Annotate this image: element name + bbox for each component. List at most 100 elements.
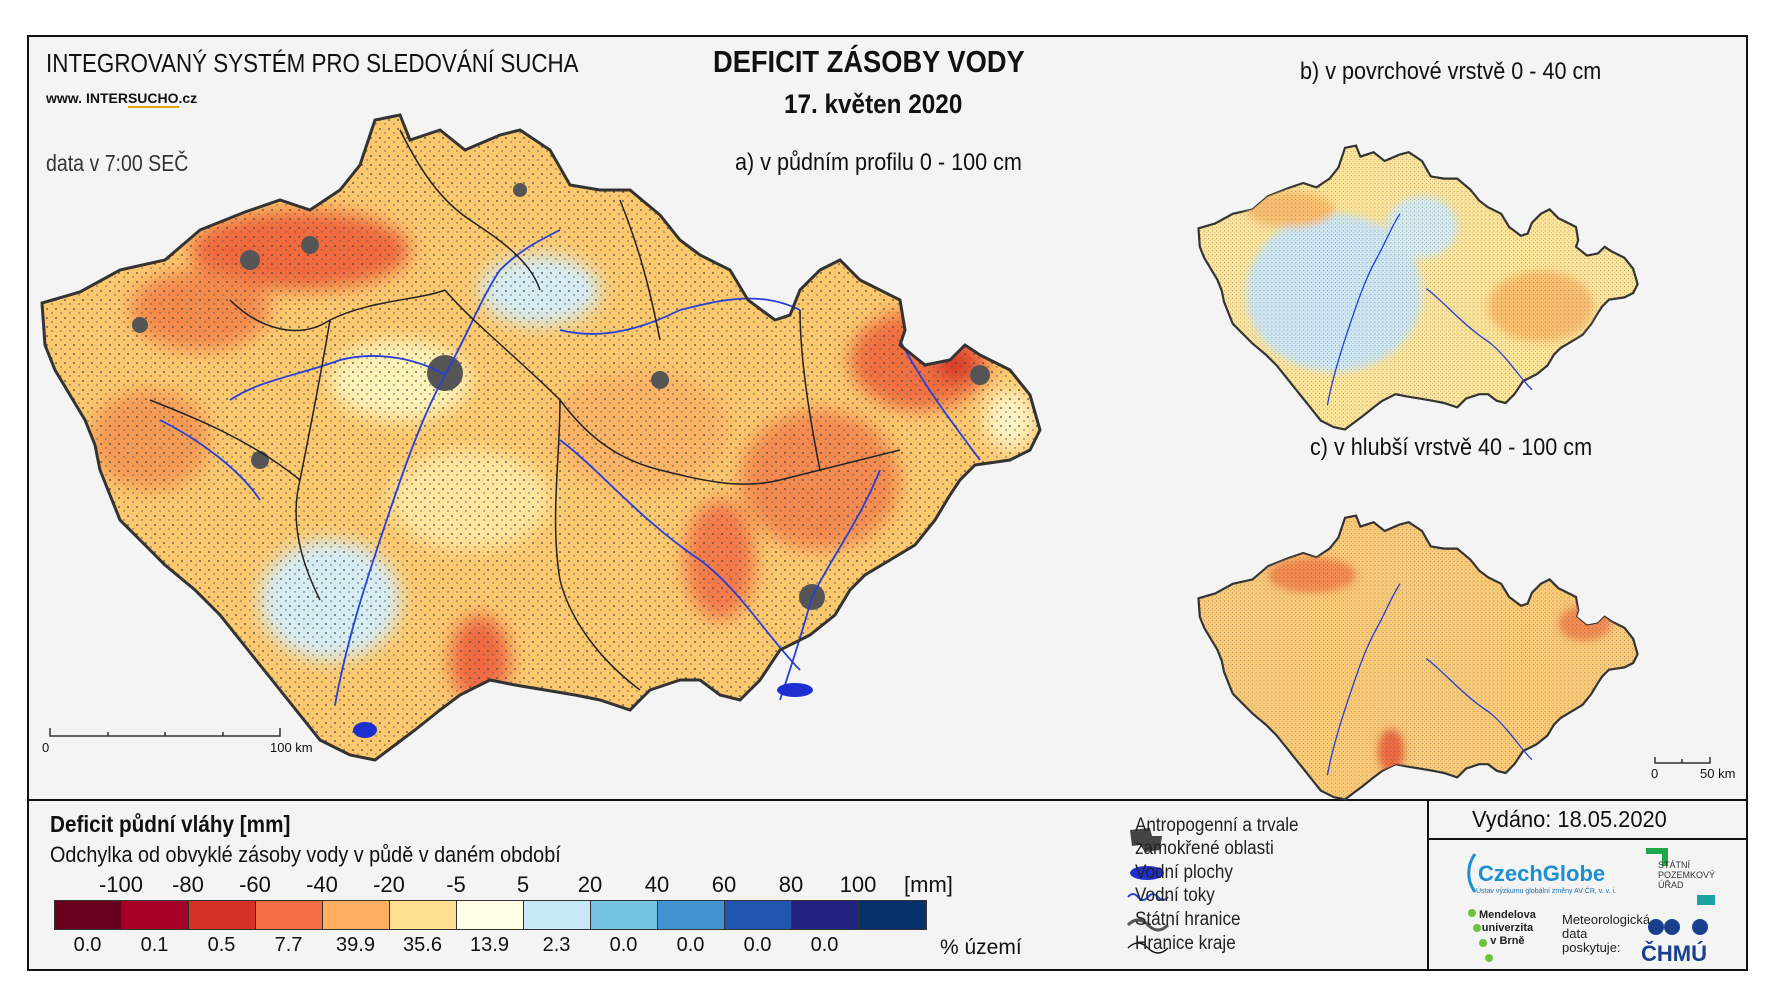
legend-tick-label: 40	[644, 872, 670, 897]
legend-water-bodies: Vodní plochy	[1135, 862, 1233, 883]
legend-color-11	[792, 901, 859, 929]
map-a-czechia	[40, 113, 1042, 762]
legend-color-8	[591, 901, 658, 929]
map-b-czechia	[1197, 144, 1639, 431]
legend-color-2	[189, 901, 256, 929]
legend-color-4	[323, 901, 390, 929]
legend-color-5	[390, 901, 457, 929]
percent-label: % území	[940, 936, 1022, 959]
stream-icon	[1127, 893, 1169, 901]
legend-tick-label: -20	[373, 872, 405, 897]
legend-region-border: Hranice kraje	[1135, 933, 1236, 954]
legend-percentage: 2.3	[542, 934, 571, 956]
legend-color-6	[457, 901, 524, 929]
spu-logo-text: STÁTNÍ POZEMKOVÝ ÚŘAD	[1658, 860, 1715, 890]
issued-date: Vydáno: 18.05.2020	[1472, 806, 1667, 832]
meteo-data-label: Meteorologická data poskytuje:	[1562, 913, 1650, 955]
web-brand-a: INTER	[85, 90, 128, 106]
legend-anthropogenic-2: zamokřené oblasti	[1135, 838, 1274, 859]
czechglobe-logo-icon	[1467, 853, 1477, 893]
divider	[1427, 838, 1748, 840]
spu-line-1: STÁTNÍ	[1658, 860, 1691, 870]
mendel-line-3: v Brně	[1490, 935, 1525, 947]
legend-color-10	[725, 901, 792, 929]
spu-logo-icon	[1646, 848, 1715, 905]
legend-units: [mm]	[904, 872, 953, 897]
legend-percentage: 0.0	[609, 934, 638, 956]
scale-bar-small	[1654, 757, 1711, 764]
web-suffix: .cz	[178, 90, 198, 106]
mendelu-logo-icon	[1468, 909, 1493, 962]
legend-color-7	[524, 901, 591, 929]
legend-percentage: 0.5	[207, 934, 236, 956]
mendel-line-2: univerzita	[1481, 922, 1534, 934]
mendel-line-1: Mendelova	[1479, 909, 1536, 921]
chmu-logo-icon	[1648, 919, 1708, 935]
legend-color-1	[122, 901, 189, 929]
legend-percentage: 13.9	[470, 934, 509, 956]
page-title: DEFICIT ZÁSOBY VODY	[713, 44, 1025, 79]
legend-colorbar	[54, 900, 927, 930]
legend-tick-label: 60	[711, 872, 737, 897]
water-body-icon	[1130, 866, 1164, 880]
scale-main-end: 100 km	[270, 740, 313, 755]
legend-percentages: 0.0 0.1 0.5 7.7 39.9 35.6 13.9 2.3 0.0 0.0 0.0 0.0	[54, 934, 954, 960]
legend-tick-label: 100	[839, 872, 877, 897]
map-b-label: b) v povrchové vrstvě 0 - 40 cm	[1300, 58, 1602, 85]
legend-tick-label: 80	[778, 872, 804, 897]
anthropogenic-area-icon	[1130, 828, 1162, 852]
legend-percentage: 0.0	[743, 934, 772, 956]
legend-percentage: 0.0	[810, 934, 839, 956]
legend-tick-label: -5	[446, 872, 466, 897]
data-time: data v 7:00 SEČ	[46, 150, 189, 176]
legend-symbols	[1126, 828, 1170, 954]
legend-color-0	[55, 901, 122, 929]
scale-main-start: 0	[42, 740, 50, 755]
legend-subtitle: Odchylka od obvyklé zásoby vody v půdě v…	[50, 842, 561, 867]
met-line-3: poskytuje:	[1562, 940, 1621, 955]
legend-percentage: 39.9	[336, 934, 375, 956]
scale-small-start: 0	[1651, 766, 1659, 781]
state-border-icon	[1126, 918, 1170, 932]
system-name: INTEGROVANÝ SYSTÉM PRO SLEDOVÁNÍ SUCHA	[46, 48, 579, 78]
legend-state-border: Státní hranice	[1135, 909, 1241, 930]
legend-percentage: 0.0	[73, 934, 102, 956]
scale-small-end: 50 km	[1700, 766, 1736, 781]
met-line-1: Meteorologická	[1562, 912, 1651, 927]
legend-tick-label: 20	[577, 872, 603, 897]
mendelu-logo-text: Mendelova univerzita v Brně	[1479, 909, 1536, 948]
czechglobe-logo-text: CzechGlobe	[1478, 861, 1606, 886]
web-brand-b: SUCHO	[127, 90, 179, 108]
spu-line-3: ÚŘAD	[1658, 880, 1684, 890]
legend-tick-label: -80	[172, 872, 204, 897]
spu-line-2: POZEMKOVÝ	[1658, 870, 1716, 880]
legend-tick-label: -40	[306, 872, 338, 897]
region-border-icon	[1127, 942, 1169, 954]
legend-tick-label: 5	[516, 872, 530, 897]
legend-color-3	[256, 901, 323, 929]
legend-percentage: 35.6	[403, 934, 442, 956]
legend-ticks: -100 -80 -60 -40 -20 -5 5 20 40 60 80 100	[54, 872, 944, 898]
map-date: 17. květen 2020	[784, 89, 963, 119]
website-link[interactable]: www. INTERSUCHO.cz	[46, 90, 198, 108]
legend-streams: Vodní toky	[1135, 885, 1215, 906]
web-prefix: www.	[46, 90, 86, 106]
legend-tick-label: -60	[239, 872, 271, 897]
legend-anthropogenic-1: Antropogenní a trvale	[1135, 815, 1299, 836]
divider	[1427, 799, 1429, 971]
map-a-label: a) v půdním profilu 0 - 100 cm	[735, 149, 1022, 176]
chmu-logo-text: ČHMÚ	[1641, 941, 1707, 966]
legend-percentage: 0.1	[140, 934, 169, 956]
divider	[27, 799, 1748, 801]
czechglobe-logo-subtext: Ústav výzkumu globální změny AV ČR, v. v…	[1476, 888, 1617, 895]
legend-color-9	[658, 901, 725, 929]
legend-percentage: 0.0	[676, 934, 705, 956]
legend-percentage: 7.7	[274, 934, 303, 956]
scale-bar-main	[49, 728, 281, 737]
legend-title: Deficit půdní vláhy [mm]	[50, 811, 291, 837]
met-line-2: data	[1562, 926, 1588, 941]
legend-color-12	[859, 901, 926, 929]
map-c-czechia	[1197, 514, 1639, 801]
legend-tick-label: -100	[98, 872, 144, 897]
